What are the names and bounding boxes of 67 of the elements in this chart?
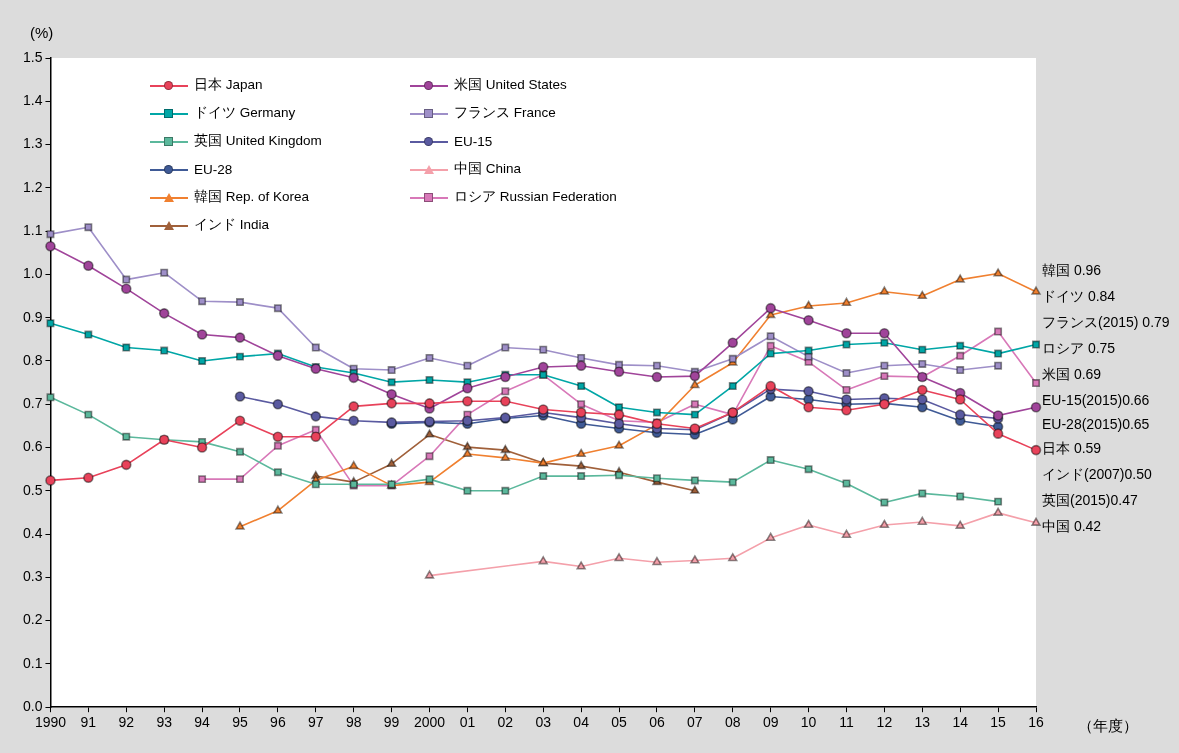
legend-label: 日本 Japan	[194, 76, 263, 94]
y-tick-label: 0.5	[22, 481, 43, 498]
legend-label: 韓国 Rep. of Korea	[194, 188, 310, 206]
x-tick-label: 94	[194, 714, 211, 731]
x-tick-label: 06	[649, 714, 665, 731]
y-tick-label: 0.4	[22, 524, 43, 541]
text: ドイツ 0.84	[1042, 288, 1117, 306]
legend-label: 米国 United States	[454, 76, 567, 94]
y-tick-label: 1.0	[22, 265, 43, 282]
x-tick-label: 08	[724, 714, 741, 731]
x-tick-label: 12	[876, 714, 893, 731]
x-tick-label: 95	[232, 714, 248, 731]
x-tick-label: 07	[687, 714, 703, 731]
legend-label: 英国 United Kingdom	[194, 132, 322, 150]
y-axis-title: (%)	[30, 24, 54, 41]
text: 中国 0.42	[1042, 518, 1103, 536]
text: EU-15(2015)0.66	[1042, 392, 1151, 408]
text: 英国(2015)0.47	[1042, 492, 1139, 510]
legend-label: フランス France	[454, 104, 556, 122]
x-tick-label: 15	[990, 714, 1007, 731]
legend-label: EU-15	[454, 133, 493, 149]
x-tick-label: 91	[80, 714, 97, 731]
text: 韓国 0.96	[1042, 262, 1103, 280]
x-tick-label: 99	[383, 714, 400, 731]
x-axis-title: （年度）	[1078, 717, 1138, 736]
y-tick-label: 1.2	[22, 178, 43, 195]
y-tick-label: 1.3	[22, 135, 43, 152]
x-tick-label: 93	[156, 714, 173, 731]
y-tick-label: 0.7	[22, 395, 43, 412]
x-tick-label: 09	[762, 714, 779, 731]
y-tick-label: 0.1	[22, 654, 43, 671]
legend-label: インド India	[194, 216, 270, 234]
y-tick-label: 0.6	[22, 438, 43, 455]
y-tick-label: 0.9	[22, 308, 43, 325]
y-tick-label: 0.8	[22, 351, 43, 368]
legend-label: 中国 China	[454, 160, 522, 178]
x-tick-label: 10	[800, 714, 817, 731]
y-tick-label: 1.5	[22, 48, 43, 65]
text: 米国 0.69	[1042, 366, 1103, 384]
y-tick-label: 0.0	[22, 698, 43, 715]
y-tick-label: 0.3	[22, 568, 43, 585]
legend-label: ドイツ Germany	[194, 104, 296, 122]
y-tick-label: 0.2	[22, 611, 43, 628]
x-tick-label: 92	[118, 714, 135, 731]
x-tick-label: 03	[535, 714, 552, 731]
legend-label: EU-28	[194, 161, 233, 177]
x-tick-label: 04	[573, 714, 590, 731]
x-tick-label: 96	[270, 714, 286, 731]
x-tick-label: 11	[839, 714, 854, 731]
text: 日本 0.59	[1042, 440, 1103, 458]
x-tick-label: 05	[611, 714, 628, 731]
text: EU-28(2015)0.65	[1042, 416, 1151, 432]
text: ロシア 0.75	[1042, 340, 1117, 358]
x-tick-label: 14	[952, 714, 969, 731]
legend-label: ロシア Russian Federation	[454, 188, 617, 206]
x-tick-label: 16	[1028, 714, 1044, 731]
x-tick-label: 97	[308, 714, 324, 731]
y-tick-label: 1.4	[22, 92, 43, 109]
x-tick-label: 01	[459, 714, 476, 731]
text: フランス(2015) 0.79	[1042, 314, 1171, 332]
x-tick-label: 02	[497, 714, 514, 731]
y-tick-label: 1.1	[22, 221, 43, 238]
x-tick-label: 2000	[413, 714, 446, 731]
text: インド(2007)0.50	[1042, 466, 1153, 484]
x-tick-label: 98	[345, 714, 362, 731]
x-tick-label: 13	[914, 714, 931, 731]
x-tick-label: 1990	[34, 714, 67, 731]
